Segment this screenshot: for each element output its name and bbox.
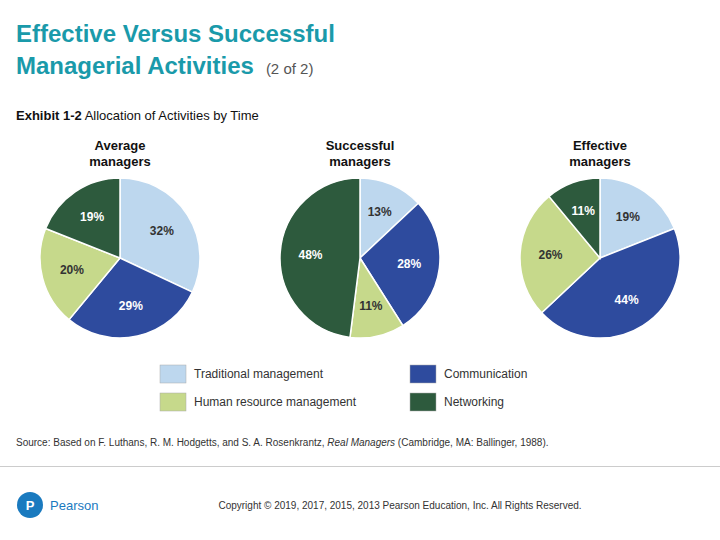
exhibit-caption: Allocation of Activities by Time	[82, 108, 259, 123]
data-label: 19%	[80, 210, 104, 224]
legend-label: Communication	[444, 367, 527, 381]
logo-letter: P	[26, 498, 35, 513]
data-label: 28%	[397, 257, 421, 271]
footer-rule	[0, 466, 720, 467]
pie: Effectivemanagers 19% 44% 26% 11%	[520, 138, 680, 338]
legend-label: Traditional management	[194, 367, 324, 381]
pie-title: Successfulmanagers	[326, 138, 395, 169]
pie-title-line: Effective	[573, 138, 627, 153]
slice	[549, 178, 600, 258]
subtitle: (2 of 2)	[266, 60, 314, 77]
slice	[46, 178, 120, 258]
exhibit-number: Exhibit 1-2	[16, 108, 82, 123]
slice	[520, 196, 600, 312]
data-labels: 19% 44% 26% 11%	[538, 204, 640, 307]
exhibit-label: Exhibit 1-2 Allocation of Activities by …	[16, 108, 259, 123]
pie-title-line: managers	[89, 154, 150, 169]
legend-item: Networking	[410, 393, 504, 411]
slices	[40, 178, 200, 338]
legend-item: Human resource management	[160, 393, 357, 411]
data-labels: 13% 28% 11% 48%	[298, 205, 421, 313]
data-label: 11%	[572, 204, 596, 218]
pie-title: Averagemanagers	[89, 138, 150, 169]
data-label: 29%	[119, 299, 143, 313]
slices	[280, 178, 440, 338]
slices	[520, 178, 680, 338]
data-labels: 32% 29% 20% 19%	[60, 210, 174, 313]
source-text: Source: Based on F. Luthans, R. M. Hodge…	[16, 437, 327, 448]
pie-title: Effectivemanagers	[569, 138, 630, 169]
title-line: Effective Versus Successful	[16, 20, 335, 47]
pie: Successfulmanagers 13% 28% 11% 48%	[280, 138, 440, 338]
legend: Traditional management Communication Human…	[160, 365, 527, 411]
slice	[360, 203, 440, 325]
data-label: 44%	[615, 293, 639, 307]
title-line: Managerial Activities	[16, 52, 254, 79]
background	[0, 0, 720, 540]
pie-title-line: Successful	[326, 138, 395, 153]
data-label: 19%	[616, 210, 640, 224]
logo-mark	[17, 492, 43, 518]
legend-item: Traditional management	[160, 365, 324, 383]
legend-swatch	[160, 365, 186, 383]
source-note: Source: Based on F. Luthans, R. M. Hodge…	[16, 437, 549, 448]
pie: Averagemanagers 32% 29% 20% 19%	[40, 138, 200, 338]
data-label: 48%	[298, 248, 322, 262]
title: Effective Versus Successful Managerial Ac…	[16, 20, 335, 79]
legend-label: Human resource management	[194, 395, 357, 409]
copyright: Copyright © 2019, 2017, 2015, 2013 Pears…	[218, 500, 581, 511]
legend-item: Communication	[410, 365, 527, 383]
data-label: 32%	[150, 224, 174, 238]
data-label: 13%	[368, 205, 392, 219]
legend-label: Networking	[444, 395, 504, 409]
pie-title-line: managers	[569, 154, 630, 169]
data-label: 20%	[60, 263, 84, 277]
legend-swatch	[410, 365, 436, 383]
legend-swatch	[160, 393, 186, 411]
data-label: 26%	[538, 248, 562, 262]
source-text: (Cambridge, MA: Ballinger, 1988).	[395, 437, 548, 448]
source-title: Real Managers	[327, 437, 395, 448]
logo-text: Pearson	[50, 498, 98, 513]
data-label: 11%	[359, 299, 383, 313]
pie-title-line: managers	[329, 154, 390, 169]
legend-swatch	[410, 393, 436, 411]
pie-title-line: Average	[95, 138, 146, 153]
slice	[280, 178, 360, 337]
chart: Effective Versus Successful Managerial Ac…	[0, 0, 720, 540]
